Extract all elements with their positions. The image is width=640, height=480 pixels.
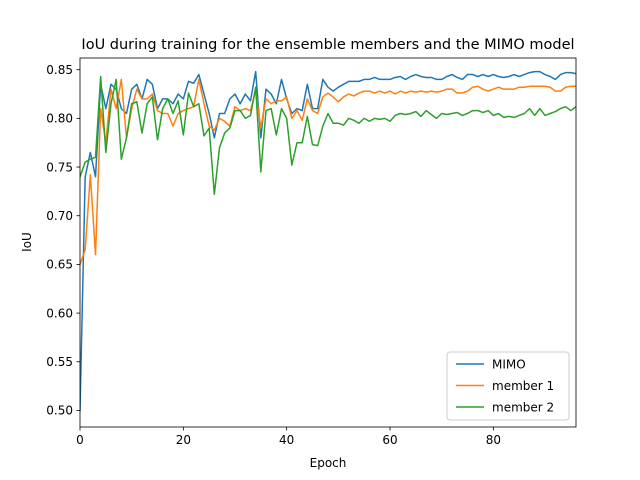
plot-area-frame [79,57,577,428]
x-axis-ticks: 0 20 40 60 80 [76,427,501,447]
y-tick-label: 0.80 [46,112,73,126]
y-tick-label: 0.70 [46,209,73,223]
y-axis-label: IoU [20,232,34,252]
legend-label-3: member 2 [492,400,554,414]
x-tick-label: 60 [382,433,397,447]
legend-label-2: member 1 [492,379,554,393]
y-tick-label: 0.60 [46,306,73,320]
series-line-2 [80,78,576,266]
y-tick-label: 0.55 [46,355,73,369]
x-tick-label: 0 [76,433,84,447]
y-tick-label: 0.85 [46,63,73,77]
series-line-1 [80,70,576,412]
x-tick-label: 40 [279,433,294,447]
legend: MIMO member 1 member 2 [446,351,570,421]
x-tick-label: 80 [486,433,501,447]
series-line-3 [80,75,576,196]
series-lines [80,70,576,412]
y-tick-label: 0.75 [46,160,73,174]
x-tick-label: 20 [176,433,191,447]
legend-label-1: MIMO [492,357,526,371]
y-axis-ticks: 0.50 0.55 0.60 0.65 0.70 0.75 0.80 0.85 [46,63,80,418]
x-axis-label: Epoch [310,456,347,470]
legend-box [446,351,570,421]
y-tick-label: 0.65 [46,258,73,272]
y-tick-label: 0.50 [46,404,73,418]
chart-title: IoU during training for the ensemble mem… [81,37,574,53]
